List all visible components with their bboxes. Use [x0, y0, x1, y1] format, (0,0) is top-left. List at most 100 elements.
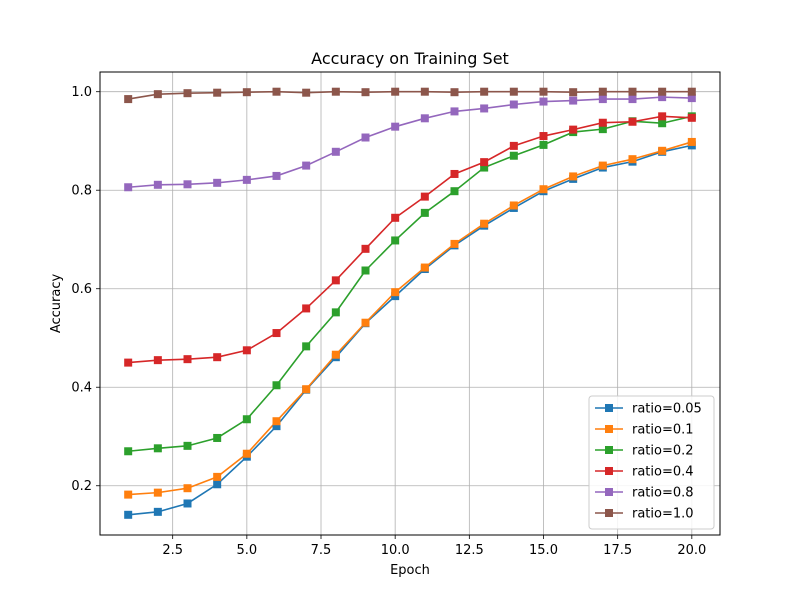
series-line-5: [128, 90, 692, 100]
data-point: [272, 422, 281, 431]
data-point: [331, 147, 340, 156]
data-point: [302, 304, 311, 313]
data-point: [272, 329, 281, 338]
data-point: [153, 507, 162, 516]
data-point: [361, 266, 370, 275]
data-point: [450, 169, 459, 178]
legend: ratio=0.05 ratio=0.1 ratio=0.2 ratio=0.4 rat…: [588, 395, 715, 530]
data-point: [213, 88, 222, 97]
y-tick-label: 1.0: [71, 85, 92, 100]
series-lines: [128, 90, 693, 516]
legend-marker: [605, 488, 613, 496]
x-tick-label: 20.0: [677, 543, 706, 558]
x-tick-label: 2.5: [162, 543, 183, 558]
data-point: [509, 151, 518, 160]
series-line-1: [128, 141, 693, 496]
data-point: [242, 175, 251, 184]
legend-label: ratio=0.4: [632, 465, 694, 480]
chart-title: Accuracy on Training Set: [311, 49, 509, 68]
data-point: [153, 444, 162, 453]
data-point: [539, 132, 548, 141]
legend-label: ratio=0.1: [632, 423, 694, 438]
data-point: [242, 415, 251, 424]
data-point: [509, 141, 518, 150]
data-point: [539, 97, 548, 106]
legend-label: ratio=0.05: [632, 402, 702, 417]
x-tick-label: 15.0: [529, 543, 558, 558]
data-point: [361, 88, 370, 97]
x-axis-ticks: 2.5 5.0 7.5 10.0 12.5 15.0 17.5 20.0: [162, 535, 706, 558]
data-point: [331, 276, 340, 285]
data-point: [509, 201, 518, 210]
data-point: [628, 117, 637, 126]
data-point: [124, 510, 133, 519]
data-point: [183, 180, 192, 189]
data-point: [598, 125, 607, 134]
data-point: [658, 119, 667, 128]
data-point: [272, 87, 281, 96]
data-point: [183, 89, 192, 98]
y-tick-label: 0.4: [71, 381, 92, 396]
series-markers: [124, 87, 696, 519]
data-point: [598, 95, 607, 104]
data-point: [628, 95, 637, 104]
data-point: [124, 490, 133, 499]
data-point: [480, 219, 489, 228]
legend-label: ratio=1.0: [632, 507, 694, 522]
data-point: [658, 93, 667, 102]
data-point: [658, 146, 667, 155]
data-point: [509, 87, 518, 96]
legend-label: ratio=0.2: [632, 444, 694, 459]
series-line-0: [128, 144, 692, 516]
legend-marker: [605, 509, 613, 517]
data-point: [183, 499, 192, 508]
data-point: [391, 122, 400, 131]
data-point: [450, 88, 459, 97]
data-point: [391, 87, 400, 96]
data-point: [598, 118, 607, 127]
data-point: [153, 90, 162, 99]
data-point: [450, 187, 459, 196]
data-point: [658, 112, 667, 121]
data-point: [272, 381, 281, 390]
data-point: [569, 125, 578, 134]
data-point: [124, 95, 133, 104]
data-point: [598, 161, 607, 170]
data-point: [658, 87, 667, 96]
data-point: [480, 163, 489, 172]
data-point: [687, 137, 696, 146]
data-point: [391, 236, 400, 245]
data-point: [687, 87, 696, 96]
data-point: [687, 94, 696, 103]
legend-label: ratio=0.8: [632, 486, 694, 501]
data-point: [420, 87, 429, 96]
data-point: [213, 353, 222, 362]
data-point: [302, 161, 311, 170]
data-point: [124, 183, 133, 192]
x-tick-label: 10.0: [381, 543, 410, 558]
y-tick-label: 0.8: [71, 184, 92, 199]
data-point: [539, 87, 548, 96]
data-point: [569, 88, 578, 97]
data-point: [183, 441, 192, 450]
plot-frame: [99, 71, 721, 536]
data-point: [539, 140, 548, 149]
data-point: [480, 87, 489, 96]
data-point: [569, 96, 578, 105]
data-point: [450, 239, 459, 248]
data-point: [450, 107, 459, 116]
data-point: [302, 385, 311, 394]
x-tick-label: 12.5: [455, 543, 484, 558]
data-point: [213, 480, 222, 489]
data-point: [183, 484, 192, 493]
data-point: [420, 208, 429, 217]
data-point: [539, 185, 548, 194]
x-tick-label: 5.0: [236, 543, 257, 558]
x-tick-label: 17.5: [603, 543, 632, 558]
data-point: [242, 449, 251, 458]
data-point: [153, 488, 162, 497]
data-point: [687, 113, 696, 122]
data-point: [480, 158, 489, 167]
data-point: [183, 355, 192, 364]
